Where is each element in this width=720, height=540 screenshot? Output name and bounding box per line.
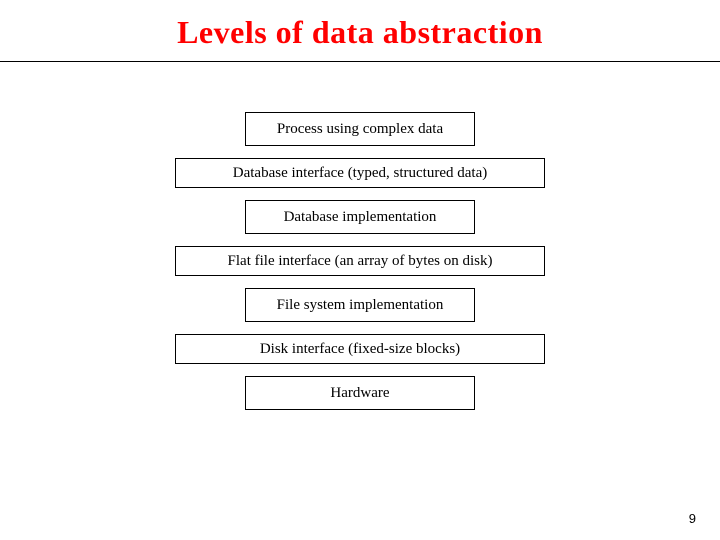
layer-filesystem-impl: File system implementation [245, 288, 475, 322]
title-divider [0, 61, 720, 62]
layer-db-interface: Database interface (typed, structured da… [175, 158, 545, 188]
layer-disk-interface: Disk interface (fixed-size blocks) [175, 334, 545, 364]
abstraction-stack: Process using complex data Database inte… [0, 112, 720, 410]
page-title: Levels of data abstraction [0, 0, 720, 61]
page-number: 9 [689, 511, 696, 526]
layer-process: Process using complex data [245, 112, 475, 146]
layer-flatfile-interface: Flat file interface (an array of bytes o… [175, 246, 545, 276]
layer-db-impl: Database implementation [245, 200, 475, 234]
layer-hardware: Hardware [245, 376, 475, 410]
